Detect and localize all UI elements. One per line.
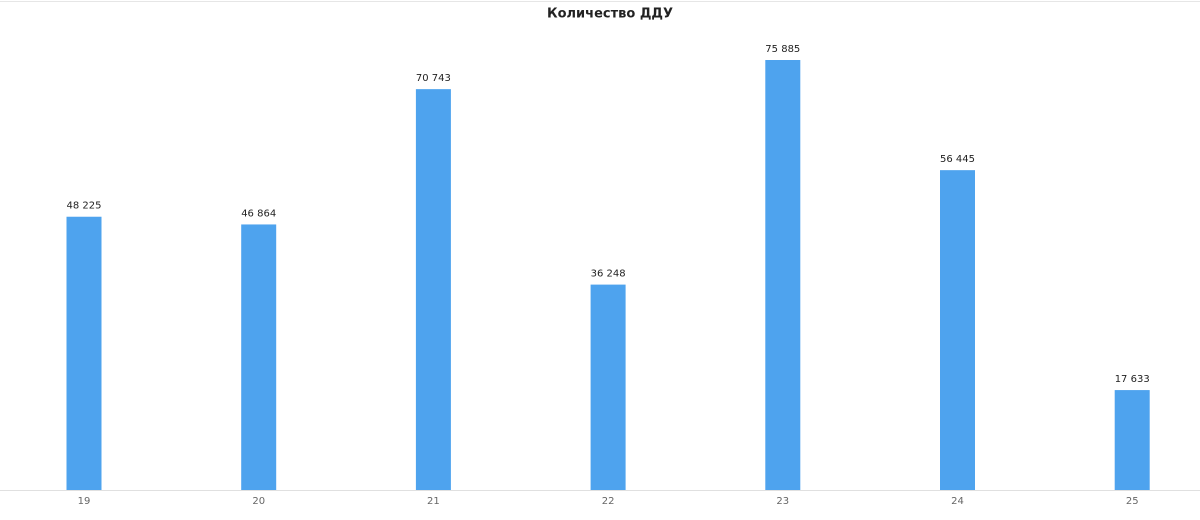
value-label: 56 445 (940, 154, 975, 165)
bar (415, 89, 451, 490)
x-tick-label: 22 (602, 496, 615, 507)
x-tick-label: 24 (951, 496, 964, 507)
x-tick-label: 21 (427, 496, 440, 507)
value-label: 48 225 (67, 201, 102, 212)
bar (590, 284, 626, 490)
bar (66, 216, 102, 490)
x-tick-label: 23 (776, 496, 789, 507)
value-label: 46 864 (241, 208, 276, 219)
bar (1114, 390, 1150, 490)
x-tick-label: 20 (252, 496, 265, 507)
value-label: 36 248 (591, 269, 626, 280)
bar (940, 170, 975, 490)
bar (241, 224, 277, 490)
x-tick-label: 25 (1126, 496, 1139, 507)
value-label: 17 633 (1115, 374, 1150, 385)
value-label: 70 743 (416, 73, 451, 84)
chart-title: Количество ДДУ (547, 7, 673, 22)
x-tick-label: 19 (78, 496, 91, 507)
bar (765, 60, 801, 490)
value-label: 75 885 (765, 44, 800, 55)
